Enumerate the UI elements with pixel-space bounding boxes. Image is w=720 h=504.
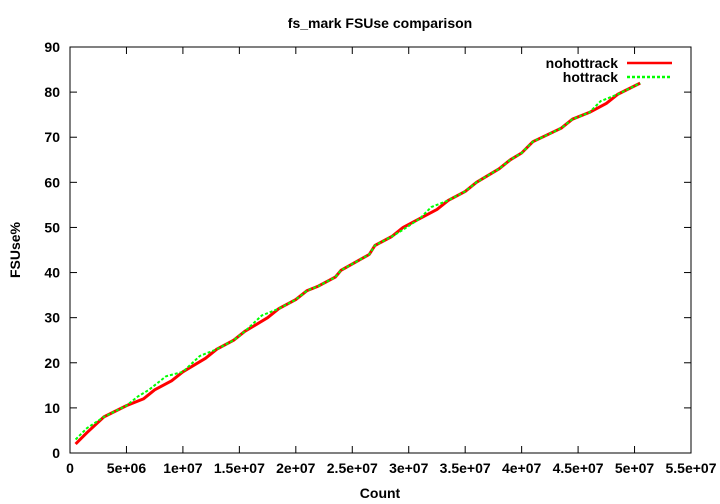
y-tick-label: 70 <box>44 129 60 145</box>
series-line-nohottrack <box>74 81 641 446</box>
legend-label-nohottrack: nohottrack <box>546 55 619 71</box>
x-tick-label: 0 <box>66 460 74 476</box>
x-tick-label: 5e+07 <box>615 460 655 476</box>
x-tick-label: 1e+07 <box>163 460 203 476</box>
x-axis-label: Count <box>360 485 401 501</box>
y-tick-label: 60 <box>44 174 60 190</box>
legend-label-hottrack: hottrack <box>563 69 618 85</box>
x-tick-label: 4e+07 <box>502 460 542 476</box>
y-tick-label: 30 <box>44 310 60 326</box>
x-tick-label: 3e+07 <box>389 460 429 476</box>
legend: nohottrack hottrack <box>546 55 672 85</box>
series-group <box>74 81 641 446</box>
x-tick-label: 2e+07 <box>276 460 316 476</box>
x-tick-label: 2.5e+07 <box>327 460 378 476</box>
y-tick-label: 20 <box>44 355 60 371</box>
chart-title: fs_mark FSUse comparison <box>288 15 472 31</box>
y-tick-label: 80 <box>44 84 60 100</box>
y-tick-label: 10 <box>44 400 60 416</box>
x-tick-label: 3.5e+07 <box>440 460 491 476</box>
y-tick-label: 90 <box>44 39 60 55</box>
y-axis-label: FSUse% <box>7 221 23 278</box>
x-tick-label: 5e+06 <box>107 460 147 476</box>
x-tick-label: 5.5e+07 <box>666 460 717 476</box>
y-tick-label: 50 <box>44 219 60 235</box>
x-tick-label: 1.5e+07 <box>214 460 265 476</box>
y-tick-label: 0 <box>52 445 60 461</box>
x-tick-label: 4.5e+07 <box>553 460 604 476</box>
plot-frame <box>69 46 692 454</box>
axis-ticks: 0 5e+06 1e+07 1.5e+07 2e+07 2.5e+07 3e+07 3.5e+… <box>44 39 716 476</box>
y-tick-label: 40 <box>44 265 60 281</box>
